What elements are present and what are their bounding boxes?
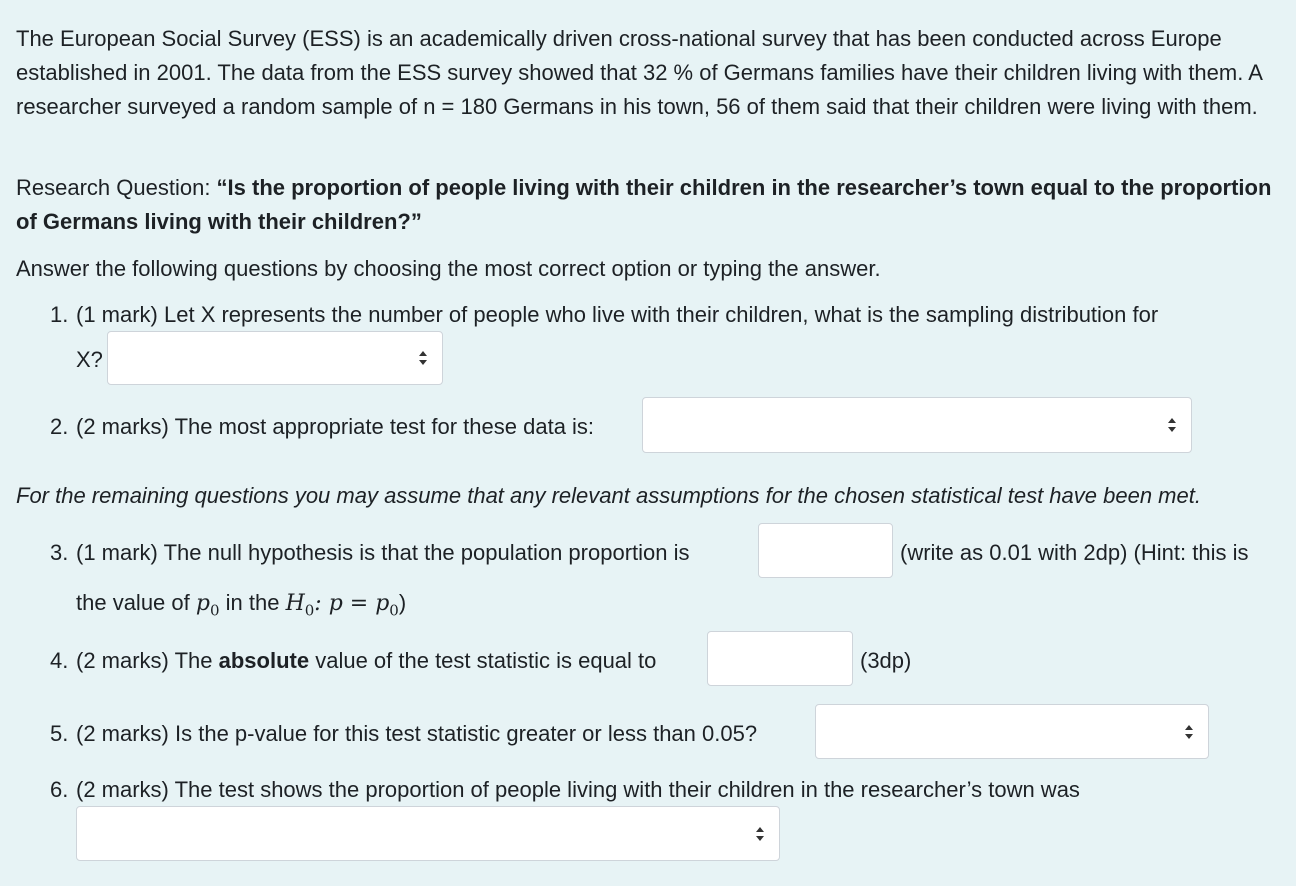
q1-distribution-select[interactable] [107, 331, 443, 385]
question-text: (1 mark) Let X represents the number of … [76, 302, 1159, 327]
subscript-zero: 0 [209, 601, 220, 620]
select-arrows-icon [1167, 417, 1177, 433]
question-6: 6. (2 marks) The test shows the proportio… [50, 773, 1080, 807]
q3-null-proportion-input[interactable] [758, 523, 893, 578]
question-1: 1. (1 mark) Let X represents the number o… [50, 298, 1158, 332]
q3-cont-text-a: the value of [76, 590, 196, 615]
q2-test-select[interactable] [642, 397, 1192, 453]
select-arrows-icon [755, 826, 765, 842]
question-5: 5. (2 marks) Is the p-value for this test… [50, 717, 757, 751]
question-text: (1 mark) The null hypothesis is that the… [76, 540, 690, 565]
select-arrows-icon [1184, 724, 1194, 740]
closing-paren: ) [398, 590, 407, 615]
question-text-b: value of the test statistic is equal to [309, 648, 657, 673]
h-subscript: 0 [304, 601, 315, 620]
q5-pvalue-select[interactable] [815, 704, 1209, 759]
intro-paragraph: The European Social Survey (ESS) is an a… [16, 26, 1262, 119]
instructions: Answer the following questions by choosi… [16, 256, 881, 281]
question-number: 6. [50, 777, 69, 802]
research-question-text: “Is the proportion of people living with… [16, 175, 1272, 234]
question-1-continuation: X? [76, 347, 103, 372]
p-letter: p [195, 591, 210, 616]
question-number: 1. [50, 302, 69, 327]
question-4: 4. (2 marks) The absolute value of the te… [50, 644, 656, 678]
question-number: 3. [50, 540, 69, 565]
question-number: 4. [50, 648, 69, 673]
question-2: 2. (2 marks) The most appropriate test fo… [50, 410, 594, 444]
q3-cont-text-b: in the [219, 590, 286, 615]
question-number: 5. [50, 721, 69, 746]
q6-conclusion-select[interactable] [76, 806, 780, 861]
assumption-note: For the remaining questions you may assu… [16, 483, 1201, 508]
q3-format-hint: (write as 0.01 with 2dp) (Hint: this is [900, 540, 1249, 565]
question-text: (2 marks) Is the p-value for this test s… [76, 721, 758, 746]
equation-text: : p = p [314, 591, 390, 616]
hypothesis-expression: H0: p = p0 [285, 591, 399, 620]
research-question: Research Question: “Is the proportion of… [16, 171, 1276, 239]
question-3: 3. (1 mark) The null hypothesis is that t… [50, 536, 690, 570]
h-letter: H [285, 591, 305, 616]
question-number: 2. [50, 414, 69, 439]
question-bold-word: absolute [218, 648, 310, 673]
question-3-continuation: the value of p0 in the H0: p = p0) [76, 586, 406, 627]
select-arrows-icon [418, 350, 428, 366]
question-text-a: (2 marks) The [76, 648, 219, 673]
question-text: (2 marks) The most appropriate test for … [76, 414, 595, 439]
research-question-label: Research Question: [16, 175, 217, 200]
eq-subscript: 0 [389, 601, 399, 620]
q4-format-hint: (3dp) [860, 648, 912, 673]
q4-test-statistic-input[interactable] [707, 631, 853, 686]
question-text: (2 marks) The test shows the proportion … [76, 777, 1080, 802]
p0-symbol: p0 [195, 591, 220, 620]
